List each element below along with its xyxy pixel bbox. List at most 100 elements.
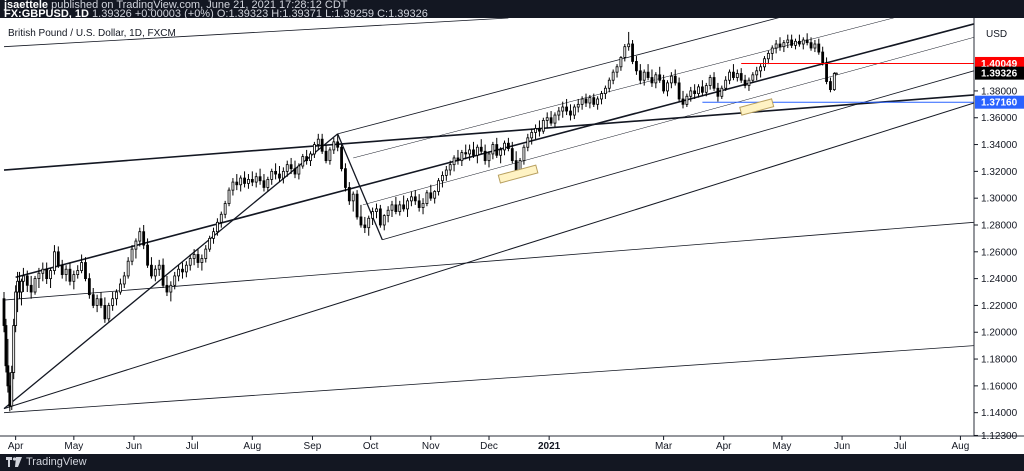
candle-body-158 bbox=[596, 98, 600, 105]
candle-body-113 bbox=[421, 203, 425, 208]
candle-body-218 bbox=[829, 81, 832, 90]
candle-body-75 bbox=[274, 170, 278, 175]
y-tick-label-13: 1.12300 bbox=[981, 431, 1018, 442]
candle-body-192 bbox=[728, 71, 731, 81]
candle-body-111 bbox=[413, 196, 417, 202]
candle-body-103 bbox=[382, 215, 386, 226]
candle-body-73 bbox=[266, 179, 270, 188]
trendline-8[interactable] bbox=[362, 37, 974, 206]
highlight-box-1[interactable] bbox=[739, 98, 775, 116]
candle-body-120 bbox=[448, 164, 452, 171]
candle-body-129 bbox=[483, 150, 487, 162]
trendline-4[interactable] bbox=[3, 102, 974, 410]
trendline-2[interactable] bbox=[15, 23, 974, 279]
candle-body-100 bbox=[371, 211, 375, 219]
candle-body-128 bbox=[479, 146, 483, 152]
candle-body-81 bbox=[297, 165, 301, 175]
chart-area[interactable]: 1.38000 1.36000 1.34000 1.32000 1.30000 1.280… bbox=[0, 18, 1024, 454]
candle-body-188 bbox=[712, 77, 716, 89]
candle-body-143 bbox=[538, 128, 541, 132]
candle-body-147 bbox=[553, 114, 557, 124]
brand-name[interactable]: TradingView bbox=[26, 456, 87, 468]
x-tick-label-5: Sep bbox=[304, 441, 322, 452]
candle-body-25 bbox=[80, 262, 83, 271]
candle-body-219 bbox=[832, 73, 836, 90]
candle-body-41 bbox=[142, 231, 146, 246]
candle-body-121 bbox=[452, 157, 456, 166]
candle-body-190 bbox=[720, 87, 724, 97]
candle-body-177 bbox=[669, 75, 673, 84]
trendline-6[interactable] bbox=[337, 18, 974, 135]
candle-body-126 bbox=[472, 149, 475, 156]
x-tick-label-0: Apr bbox=[8, 441, 24, 452]
candle-body-112 bbox=[417, 200, 421, 208]
candle-body-199 bbox=[755, 70, 759, 76]
candle-body-122 bbox=[456, 157, 460, 162]
trendline-11[interactable] bbox=[3, 345, 974, 414]
time-axis[interactable]: Apr May Jun Jul Aug Sep Oct Nov Dec 2021 Mar Apr May… bbox=[8, 436, 969, 452]
y-tick-label-6: 1.26000 bbox=[981, 247, 1018, 258]
trendline-0[interactable] bbox=[3, 133, 339, 410]
candle-body-131 bbox=[491, 144, 495, 155]
high-label: H: bbox=[271, 8, 283, 20]
candle-body-164 bbox=[619, 57, 623, 68]
candle-body-210 bbox=[798, 40, 801, 45]
candle-body-61 bbox=[219, 213, 223, 223]
y-tick-label-2: 1.34000 bbox=[981, 140, 1018, 151]
candle-body-215 bbox=[817, 43, 821, 53]
candle-body-156 bbox=[588, 97, 592, 104]
candle-body-140 bbox=[526, 137, 530, 148]
candle-body-216 bbox=[821, 51, 825, 64]
highlight-box-0[interactable] bbox=[497, 164, 539, 184]
x-tick-label-10: Mar bbox=[655, 441, 673, 452]
candle-body-200 bbox=[759, 66, 762, 72]
candle-body-154 bbox=[580, 98, 584, 105]
drawing-layer bbox=[3, 18, 974, 414]
candle-body-186 bbox=[704, 85, 708, 93]
last-price: 1.39326 bbox=[92, 8, 132, 20]
candle-body-4 bbox=[10, 372, 14, 407]
published-text: published on TradingView.com, June 21, 2… bbox=[51, 0, 348, 11]
y-tick-label-1: 1.36000 bbox=[981, 113, 1018, 124]
candle-body-136 bbox=[510, 148, 514, 162]
candle-body-141 bbox=[530, 132, 534, 139]
candle-body-117 bbox=[437, 180, 440, 192]
candle-body-214 bbox=[813, 43, 817, 49]
chart-background bbox=[0, 18, 1024, 454]
price-axis[interactable]: 1.38000 1.36000 1.34000 1.32000 1.30000 1.280… bbox=[974, 86, 1018, 442]
candle-body-152 bbox=[572, 106, 576, 116]
candle-body-148 bbox=[557, 110, 561, 116]
candle-body-30 bbox=[99, 298, 103, 306]
candle-body-217 bbox=[825, 62, 828, 82]
candle-body-193 bbox=[732, 71, 735, 78]
candle-body-46 bbox=[161, 264, 165, 286]
candle-body-38 bbox=[130, 248, 134, 262]
candle-body-173 bbox=[654, 74, 658, 84]
candle-body-76 bbox=[278, 173, 281, 179]
candle-body-220 bbox=[834, 72, 838, 75]
candle-body-161 bbox=[607, 79, 611, 89]
candle-body-118 bbox=[441, 174, 444, 182]
candle-body-33 bbox=[111, 298, 115, 306]
candle-body-64 bbox=[231, 181, 235, 191]
candle-body-159 bbox=[600, 93, 603, 100]
candle-body-194 bbox=[735, 73, 739, 78]
candle-body-84 bbox=[309, 153, 312, 162]
candle-body-201 bbox=[763, 58, 766, 68]
candles-layer bbox=[2, 31, 838, 412]
publisher-name[interactable]: jsaettele bbox=[4, 0, 49, 11]
trendline-3[interactable] bbox=[3, 94, 974, 171]
trendline-5[interactable] bbox=[382, 70, 974, 241]
candle-body-98 bbox=[363, 224, 367, 229]
candle-body-58 bbox=[208, 237, 212, 250]
candle-body-130 bbox=[487, 153, 491, 162]
trendline-10[interactable] bbox=[3, 18, 509, 48]
candle-body-24 bbox=[76, 270, 80, 275]
candle-body-79 bbox=[289, 164, 293, 170]
candle-body-71 bbox=[258, 176, 262, 182]
candle-body-65 bbox=[235, 181, 239, 186]
currency-label: USD bbox=[986, 29, 1007, 40]
candle-body-0 bbox=[2, 298, 6, 326]
footer-bar: TradingView bbox=[0, 454, 1024, 471]
tradingview-logo-icon[interactable] bbox=[6, 457, 22, 467]
